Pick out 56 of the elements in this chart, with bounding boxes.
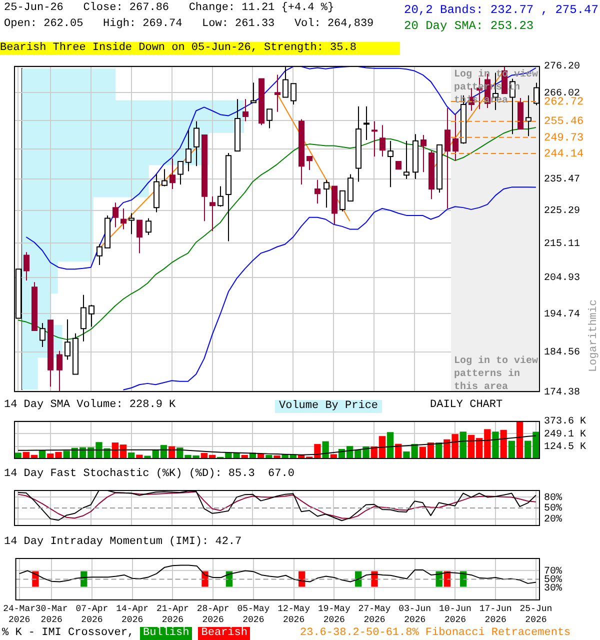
x-tick-label: 12-May 2026 (278, 604, 311, 625)
y-tick-label: 20% (544, 514, 562, 526)
x-tick-label: 30-Mar 2026 (35, 604, 68, 625)
bar (492, 432, 499, 459)
y-tick-label: 235.47 (544, 174, 580, 186)
y-tick-label: 124.5 K (544, 442, 586, 453)
y-tick-label: 184.56 (544, 347, 580, 358)
legend-title: % K - IMI Crossover, (2, 627, 134, 640)
annotation: Log in to view patterns in this area (454, 355, 538, 394)
y-tick-label: 225.29 (544, 206, 580, 218)
bar (508, 440, 516, 459)
y-tick-label: 194.74 (544, 309, 580, 320)
chart-title: 14 Day SMA Volume: 228.9 K (4, 399, 176, 412)
y-tick-label: 249.1 K (544, 429, 586, 440)
x-tick-label: 19-May 2026 (318, 604, 351, 625)
chart-title: 25-Jun-26 Close: 267.86 Change: 11.21 {+4.4 %} (4, 2, 334, 15)
x-tick-label: 03-Jun 2026 (398, 604, 432, 625)
y-tick-label: 174.38 (544, 388, 580, 399)
x-tick-label: 25-Jun 2026 (520, 604, 552, 625)
x-tick-label: 21-Apr 2026 (156, 604, 189, 625)
text: Bearish Three Inside Down on 05-Jun-26, Strength: 35.8 (0, 42, 400, 55)
y-tick-label: 204.93 (544, 273, 580, 284)
y-tick-label: 373.6 K (544, 416, 586, 428)
bar (500, 430, 507, 459)
x-tick-label: 24-Mar 2026 (3, 604, 36, 625)
text: DAILY CHART (430, 399, 503, 412)
y-tick-label: 276.20 (544, 62, 580, 73)
y-axis-title: Logarithmic (588, 299, 600, 372)
chart-subtitle: Open: 262.05 High: 269.74 Low: 261.33 Vol: 264,839 (4, 18, 374, 31)
text: 20 Day SMA: 253.23 (404, 18, 535, 34)
chart-title: 14 Day Intraday Momentum (IMI): 42.7 (4, 536, 242, 549)
text: 23.6-38.2-50-61.8% Fibonacci Retracements (300, 627, 571, 640)
text: Volume By Price (275, 400, 382, 413)
x-tick-label: 05-May 2026 (237, 604, 270, 625)
x-tick-label: 17-Jun 2026 (479, 604, 512, 625)
x-tick-label: 27-May 2026 (358, 604, 392, 625)
x-tick-label: 14-Apr 2026 (116, 604, 149, 625)
text: Bullish (140, 627, 192, 640)
bar (386, 432, 394, 459)
y-tick-label: 215.11 (544, 238, 580, 250)
ref-line-label: 255.46 (544, 116, 584, 128)
ref-line-label: 244.14 (544, 148, 584, 160)
ref-line-label: 249.73 (544, 132, 584, 144)
ref-line-label: 262.72 (544, 96, 584, 108)
text: Bearish (198, 627, 250, 640)
text: 20,2 Bands: 232.77 , 275.47 (404, 2, 598, 18)
x-tick-label: 10-Jun 2026 (439, 604, 472, 625)
bar (516, 421, 524, 459)
y-tick-label: 80% (544, 492, 562, 504)
y-tick-label: 50% (544, 504, 562, 515)
bar (460, 432, 466, 459)
y-tick-label: 30% (544, 583, 562, 594)
bar (322, 441, 329, 459)
x-tick-label: 07-Apr 2026 (76, 604, 108, 625)
chart-title: 14 Day Fast Stochastic (%K) (%D): 85.3 67.0 (4, 468, 294, 481)
x-tick-label: 28-Apr 2026 (196, 604, 230, 625)
